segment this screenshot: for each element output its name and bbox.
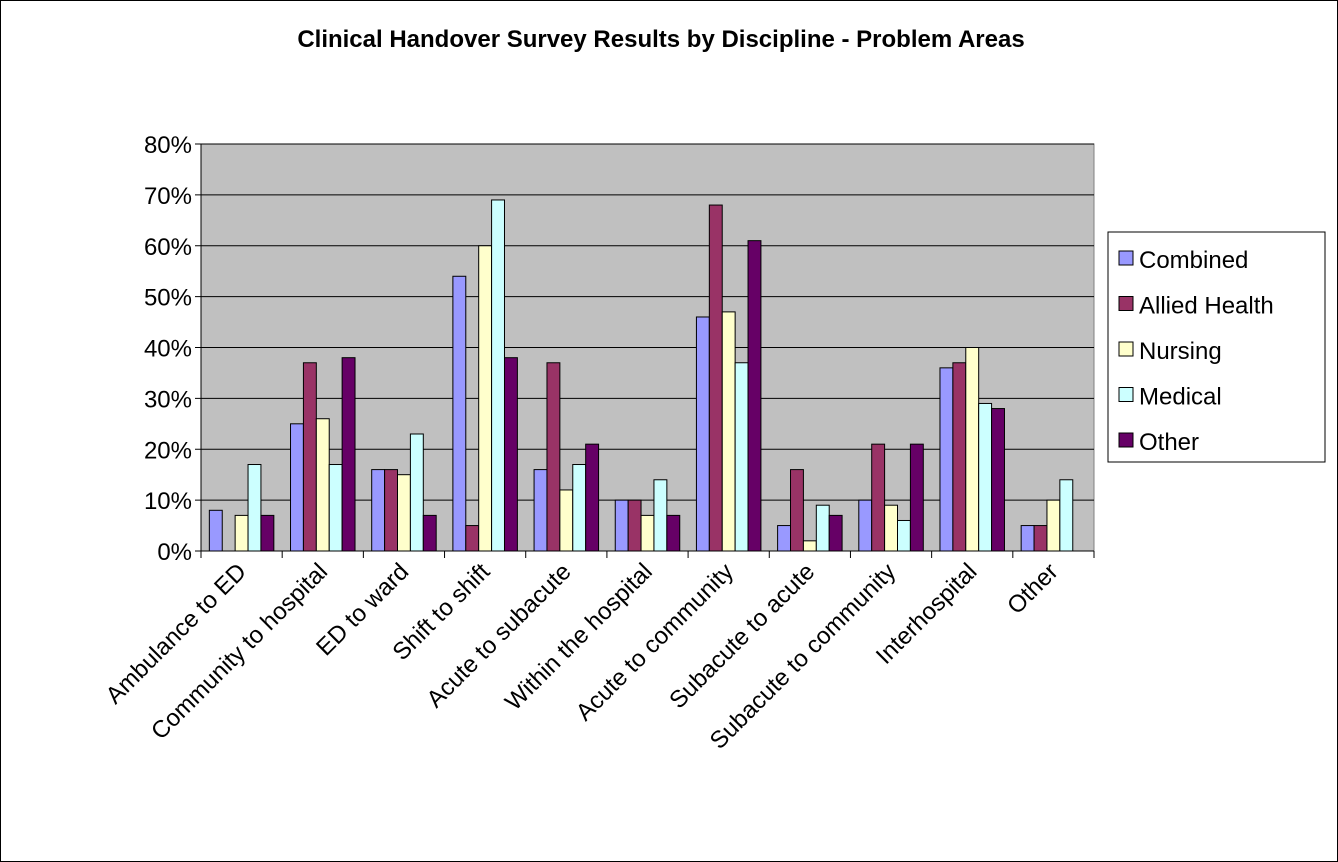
bar-nursing <box>559 489 574 552</box>
bar-other <box>585 443 600 552</box>
bar-combined <box>695 316 710 552</box>
bar-medical <box>978 402 993 552</box>
legend-swatch <box>1118 387 1134 402</box>
legend-swatch <box>1118 341 1134 357</box>
bar-nursing <box>965 347 980 552</box>
bar-combined <box>290 423 304 552</box>
axes <box>195 143 1095 558</box>
bar-medical <box>897 519 911 552</box>
bar-medical <box>247 464 262 552</box>
bars <box>208 199 1074 552</box>
bar-medical <box>815 504 830 552</box>
legend-label: Medical <box>1139 384 1222 411</box>
bar-other <box>422 514 437 552</box>
bar-other <box>503 357 518 552</box>
bar-allied-health <box>302 362 317 552</box>
bar-medical <box>409 433 424 552</box>
y-tick-label: 20% <box>144 437 192 464</box>
bar-nursing <box>478 245 493 552</box>
bar-other <box>666 514 681 552</box>
bar-nursing <box>397 474 411 552</box>
x-tick-label: Within the hospital <box>500 558 658 716</box>
bar-medical <box>734 362 749 552</box>
bar-combined <box>533 469 548 552</box>
y-tick-label: 30% <box>144 386 192 413</box>
bar-combined <box>939 367 954 552</box>
bar-allied-health <box>384 469 399 552</box>
bar-nursing <box>1046 499 1061 552</box>
y-tick-labels: 0% 10% 20% 30% 40% 50% 60% 70% 80% <box>144 132 192 566</box>
bar-nursing <box>315 418 330 552</box>
bar-medical <box>572 464 587 552</box>
bar-nursing <box>884 504 898 552</box>
bar-combined <box>858 499 873 552</box>
bar-combined <box>1020 525 1035 552</box>
bar-medical <box>491 199 505 552</box>
bar-other <box>991 408 1005 552</box>
bar-allied-health <box>627 499 642 552</box>
x-tick-label: Other <box>1002 558 1064 620</box>
bar-combined <box>452 275 467 552</box>
bar-other <box>747 240 762 552</box>
y-tick-label: 10% <box>144 488 192 515</box>
y-tick-label: 60% <box>144 234 192 261</box>
legend-label: Allied Health <box>1139 293 1274 320</box>
bar-combined <box>371 469 386 552</box>
y-tick-label: 70% <box>144 183 192 210</box>
legend-box <box>1107 231 1326 463</box>
bar-combined <box>208 509 223 552</box>
bar-medical <box>328 464 343 552</box>
bar-other <box>341 357 356 552</box>
x-tick-label: Acute to subacute <box>422 558 577 713</box>
legend-swatch <box>1118 250 1134 266</box>
x-tick-label: Subacute to acute <box>664 558 820 714</box>
bar-allied-health <box>1033 525 1048 552</box>
legend-label: Other <box>1139 429 1199 456</box>
bar-allied-health <box>546 362 561 552</box>
y-tick-label: 0% <box>157 539 192 566</box>
y-tick-label: 80% <box>144 132 192 159</box>
bar-nursing <box>234 514 249 552</box>
chart-title: Clinical Handover Survey Results by Disc… <box>297 26 1024 53</box>
bar-other <box>260 514 275 552</box>
bar-allied-health <box>465 525 480 552</box>
legend-label: Nursing <box>1139 338 1222 365</box>
y-tick-label: 50% <box>144 285 192 312</box>
legend-swatch <box>1118 296 1134 311</box>
bar-allied-health <box>790 469 804 552</box>
x-tick-label: Acute to community <box>571 558 739 726</box>
bar-combined <box>614 499 629 552</box>
bar-nursing <box>721 311 736 552</box>
bar-allied-health <box>708 204 723 552</box>
legend: Combined Allied Health Nursing Medical Other <box>1107 231 1326 463</box>
x-tick-label: Ambulance to ED <box>101 558 252 709</box>
bar-medical <box>1059 479 1074 552</box>
bar-other <box>828 514 843 552</box>
y-tick-label: 40% <box>144 336 192 363</box>
bar-nursing <box>802 540 817 552</box>
legend-label: Combined <box>1139 247 1248 274</box>
bar-other <box>909 443 924 552</box>
bar-allied-health <box>952 362 967 552</box>
bar-allied-health <box>871 443 886 552</box>
bar-medical <box>653 479 668 552</box>
bar-nursing <box>640 514 655 552</box>
legend-swatch <box>1118 432 1134 448</box>
bar-combined <box>777 525 792 552</box>
